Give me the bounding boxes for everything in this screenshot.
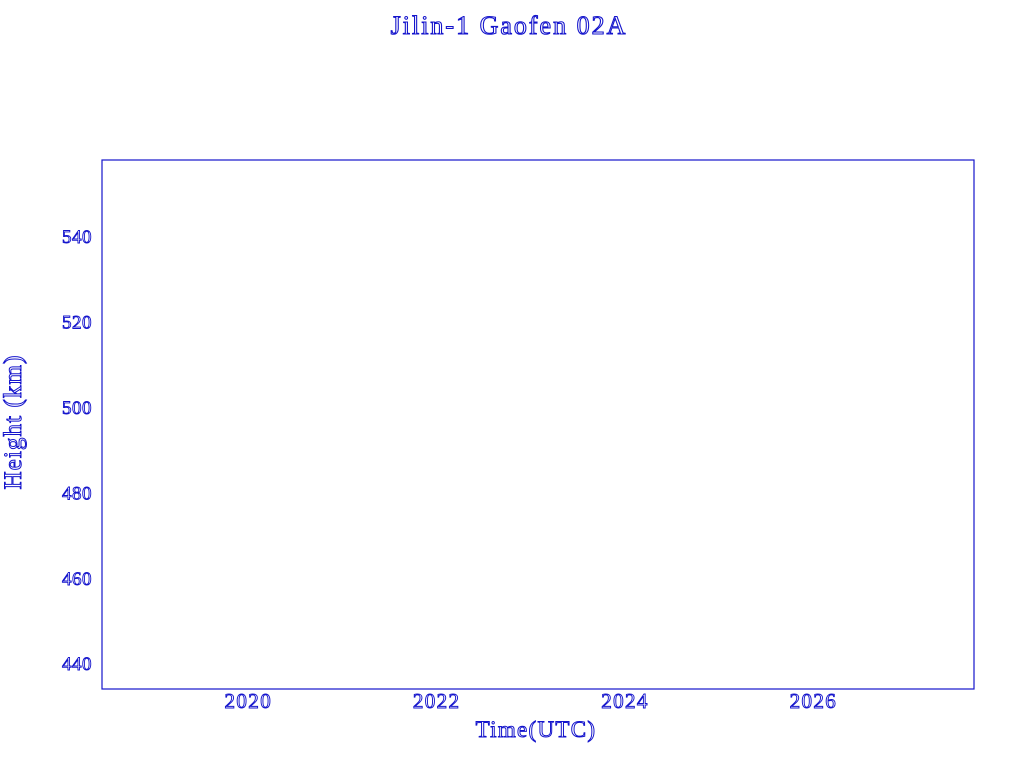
svg-text:460: 460 [62,569,92,590]
svg-text:500: 500 [62,398,92,419]
svg-text:2020: 2020 [225,689,273,713]
svg-text:2022: 2022 [413,689,461,713]
svg-text:Jilin-1 Gaofen 02A: Jilin-1 Gaofen 02A [391,11,628,40]
svg-text:540: 540 [62,227,92,248]
svg-text:520: 520 [62,312,92,333]
svg-text:480: 480 [62,483,92,504]
svg-text:2026: 2026 [790,689,838,713]
svg-text:2024: 2024 [601,689,649,713]
svg-text:Time(UTC): Time(UTC) [476,717,597,742]
svg-text:Height (km): Height (km) [0,355,27,490]
svg-text:440: 440 [62,654,92,675]
